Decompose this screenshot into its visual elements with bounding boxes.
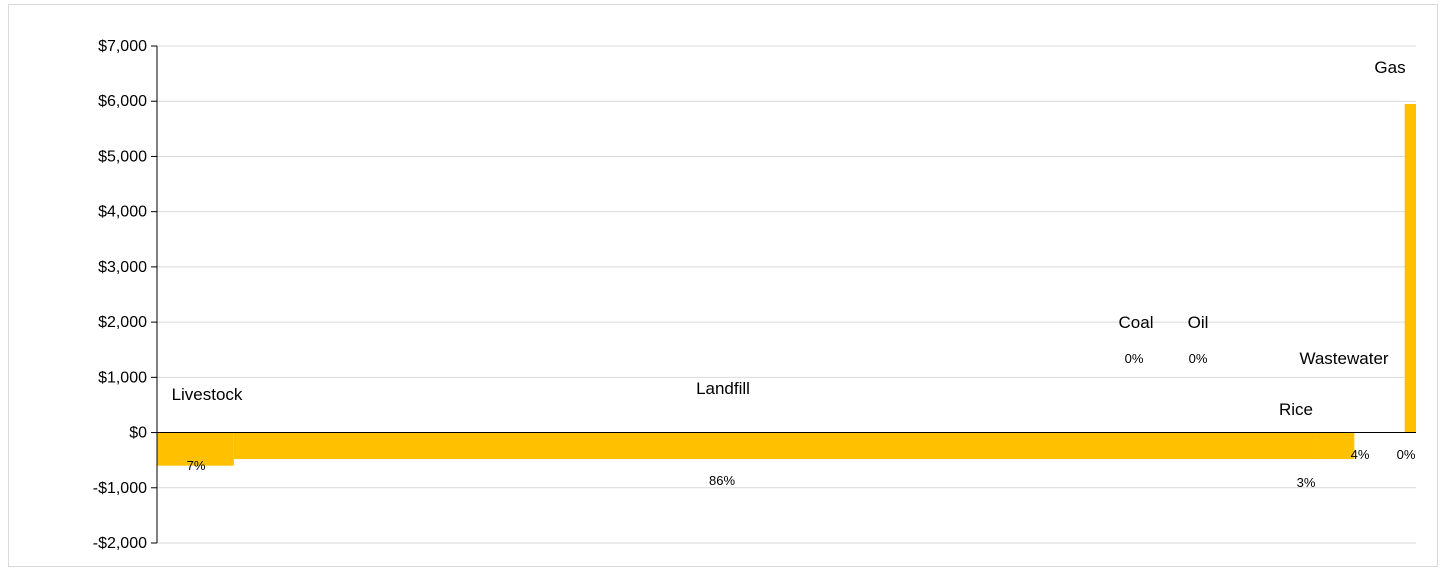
bar-landfill xyxy=(233,432,1317,460)
y-tick-label: $3,000 xyxy=(98,259,147,276)
share-label-landfill: 86% xyxy=(709,473,735,488)
y-tick-labels: -$2,000 -$1,000 $0 $1,000 $2,000 $3,000 $4,000… xyxy=(93,38,147,552)
category-label-landfill: Landfill xyxy=(696,379,750,398)
category-label-oil: Oil xyxy=(1188,313,1209,332)
share-label-rice: 3% xyxy=(1297,475,1316,490)
share-label-livestock: 7% xyxy=(187,458,206,473)
category-labels: Livestock 7% Landfill 86% Coal 0% Oil 0% Rice 3% W… xyxy=(172,58,1416,490)
bars xyxy=(157,103,1416,466)
y-tick-label: $4,000 xyxy=(98,204,147,221)
bar-gas xyxy=(1404,103,1416,433)
share-label-coal: 0% xyxy=(1125,351,1144,366)
y-tick-label: $1,000 xyxy=(98,369,147,386)
share-label-wastewater: 4% xyxy=(1351,447,1370,462)
y-tick-label: $7,000 xyxy=(98,38,147,55)
category-label-rice: Rice xyxy=(1279,400,1313,419)
share-label-oil: 0% xyxy=(1189,351,1208,366)
y-tick-label: -$1,000 xyxy=(93,480,147,497)
chart-frame xyxy=(8,4,1438,567)
axes xyxy=(151,45,1416,544)
category-label-coal: Coal xyxy=(1119,313,1154,332)
category-label-livestock: Livestock xyxy=(172,385,243,404)
bar-rice xyxy=(1316,432,1355,460)
y-tick-label: $5,000 xyxy=(98,148,147,165)
y-tick-label: -$2,000 xyxy=(93,535,147,552)
y-tick-label: $0 xyxy=(129,425,147,442)
share-label-gas: 0% xyxy=(1397,447,1416,462)
category-label-gas: Gas xyxy=(1374,58,1405,77)
y-tick-label: $6,000 xyxy=(98,93,147,110)
category-label-wastewater: Wastewater xyxy=(1299,349,1388,368)
y-tick-label: $2,000 xyxy=(98,314,147,331)
gridlines xyxy=(157,45,1416,544)
bar-livestock xyxy=(157,432,234,466)
